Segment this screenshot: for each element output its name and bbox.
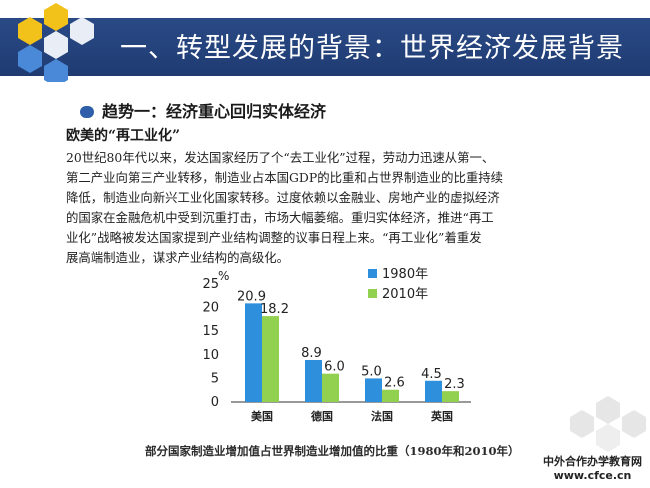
slide-title: 一、转型发展的背景：世界经济发展背景 bbox=[120, 33, 624, 64]
paragraph-line: 的国家在金融危机中受到沉重打击，市场大幅萎缩。重归实体经济，推进“再工 bbox=[66, 210, 494, 225]
data-label: 8.9 bbox=[301, 346, 322, 361]
data-label: 6.0 bbox=[324, 360, 345, 375]
bar bbox=[442, 391, 459, 402]
bar bbox=[245, 303, 262, 402]
data-label: 18.2 bbox=[260, 302, 289, 317]
paragraph-line: 业化”战略被发达国家提到产业结构调整的议事日程上来。“再工业化”着重发 bbox=[66, 230, 482, 245]
x-tick-label: 德国 bbox=[310, 409, 333, 423]
x-tick-label: 法国 bbox=[371, 409, 393, 423]
hexagon-logo-icon bbox=[18, 3, 94, 82]
paragraph-line: 降低，制造业向新兴工业化国家转移。过度依赖以金融业、房地产业的虚拟经济 bbox=[66, 190, 500, 205]
title-bar bbox=[0, 18, 650, 76]
legend-label: 2010年 bbox=[382, 287, 428, 302]
decorative-hexagons-icon bbox=[570, 396, 646, 452]
x-tick-label: 美国 bbox=[251, 409, 273, 423]
legend-label: 1980年 bbox=[382, 267, 428, 282]
y-tick-label: 0 bbox=[211, 395, 219, 410]
trend-heading: 趋势一：经济重心回归实体经济 bbox=[80, 98, 326, 122]
paragraph-line: 20世纪80年代以来，发达国家经历了个“去工业化”过程，劳动力迅速从第一、 bbox=[66, 150, 495, 165]
bar-chart: % 0 5 10 15 20 25 20.918.2 美国 8.96.0 德国 5.02.6 法国 4.5… bbox=[202, 267, 471, 423]
y-tick-label: 15 bbox=[202, 324, 219, 339]
data-label: 20.9 bbox=[237, 289, 266, 304]
y-tick-label: 20 bbox=[202, 301, 219, 316]
bar bbox=[262, 316, 279, 402]
bar bbox=[365, 378, 382, 402]
legend-swatch bbox=[368, 289, 377, 298]
paragraph-line: 展高端制造业，谋求产业结构的高级化。 bbox=[66, 250, 290, 265]
bullet-icon bbox=[80, 106, 94, 118]
data-label: 2.3 bbox=[444, 377, 465, 392]
y-tick-label: 5 bbox=[211, 371, 219, 386]
legend-swatch bbox=[368, 269, 377, 278]
trend-heading-text: 趋势一：经济重心回归实体经济 bbox=[102, 102, 327, 121]
x-tick-label: 英国 bbox=[430, 409, 453, 423]
watermark: 中外合作办学教育网 www.cfce.cn bbox=[543, 455, 642, 483]
bar bbox=[382, 389, 399, 402]
data-label: 2.6 bbox=[384, 376, 405, 391]
watermark-line-2: www.cfce.cn bbox=[553, 469, 632, 482]
bar bbox=[305, 359, 322, 402]
bar bbox=[322, 373, 339, 402]
chart-caption: 部分国家制造业增加值占世界制造业增加值的比重（1980年和2010年） bbox=[145, 444, 520, 458]
y-tick-label: 10 bbox=[202, 348, 219, 363]
data-label: 5.0 bbox=[361, 364, 382, 379]
subheading: 欧美的“再工业化” bbox=[66, 128, 181, 144]
bar bbox=[425, 380, 442, 402]
body-paragraph: 20世纪80年代以来，发达国家经历了个“去工业化”过程，劳动力迅速从第一、 第二… bbox=[66, 148, 586, 268]
y-tick-label: 25 bbox=[202, 277, 219, 292]
paragraph-line: 第二产业向第三产业转移，制造业占本国GDP的比重和占世界制造业的比重持续 bbox=[66, 170, 504, 185]
data-label: 4.5 bbox=[421, 367, 442, 382]
y-axis-label: % bbox=[218, 269, 229, 283]
watermark-line-1: 中外合作办学教育网 bbox=[543, 455, 642, 468]
